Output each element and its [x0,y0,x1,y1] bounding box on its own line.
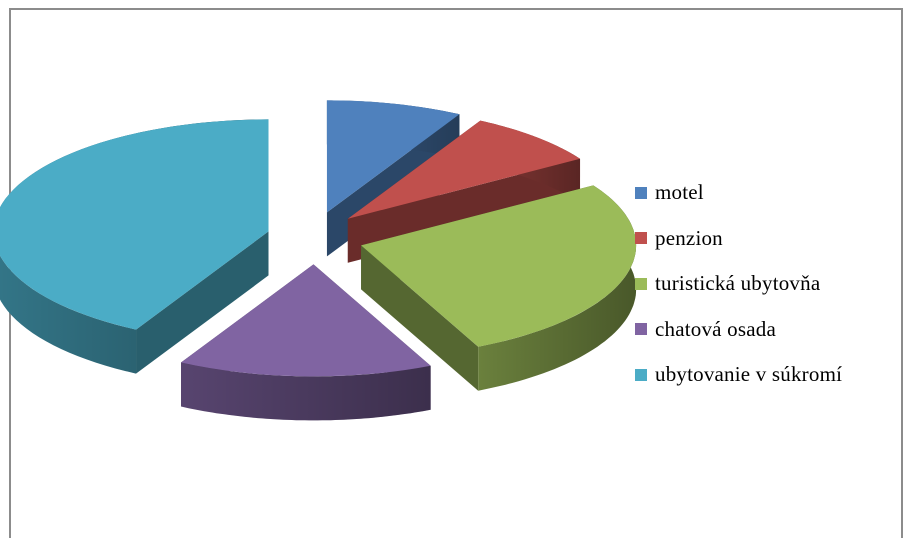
pie-slice-top [0,119,269,330]
pie-slice-wall [136,231,269,374]
legend-swatch [635,368,647,381]
pie-slice-ubytovanie-v-súkromí [0,119,269,374]
pie-slice-top [181,264,431,377]
legend-item-chatova-osada: chatová osada [635,307,842,353]
chart-legend: motel penzion turistická ubytovňa chatov… [635,170,842,398]
pie-slice-rim-shade [181,362,431,421]
pie-slice-rim-shade [478,185,637,391]
pie-slice-top [361,185,637,347]
legend-swatch [635,323,647,336]
legend-swatch [635,186,647,199]
pie-slice-chatová-osada [181,264,431,421]
pie-slice-top [347,120,581,219]
pie-slice-top [326,100,460,213]
legend-label: ubytovanie v súkromí [655,362,843,387]
legend-label: chatová osada [655,316,776,341]
legend-item-penzion: penzion [635,216,842,262]
pie-slices [0,100,637,421]
pie-slice-turistická-ubytovňa [361,185,637,391]
legend-item-motel: motel [635,170,842,216]
legend-item-ubytovanie-v-sukromi: ubytovanie v súkromí [635,352,842,398]
legend-label: turistická ubytovňa [655,271,821,296]
legend-item-turisticka-ubytovna: turistická ubytovňa [635,261,842,307]
legend-label: motel [655,180,704,205]
legend-swatch [635,277,647,290]
legend-swatch [635,232,647,245]
legend-label: penzion [655,225,723,250]
pie-slice-wall [361,245,479,391]
